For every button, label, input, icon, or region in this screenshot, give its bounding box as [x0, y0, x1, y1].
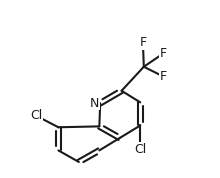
Text: F: F [160, 70, 167, 83]
Text: F: F [139, 36, 147, 49]
Text: Cl: Cl [30, 109, 42, 122]
Text: N: N [90, 97, 99, 110]
Text: Cl: Cl [134, 143, 146, 156]
Text: F: F [160, 47, 167, 60]
